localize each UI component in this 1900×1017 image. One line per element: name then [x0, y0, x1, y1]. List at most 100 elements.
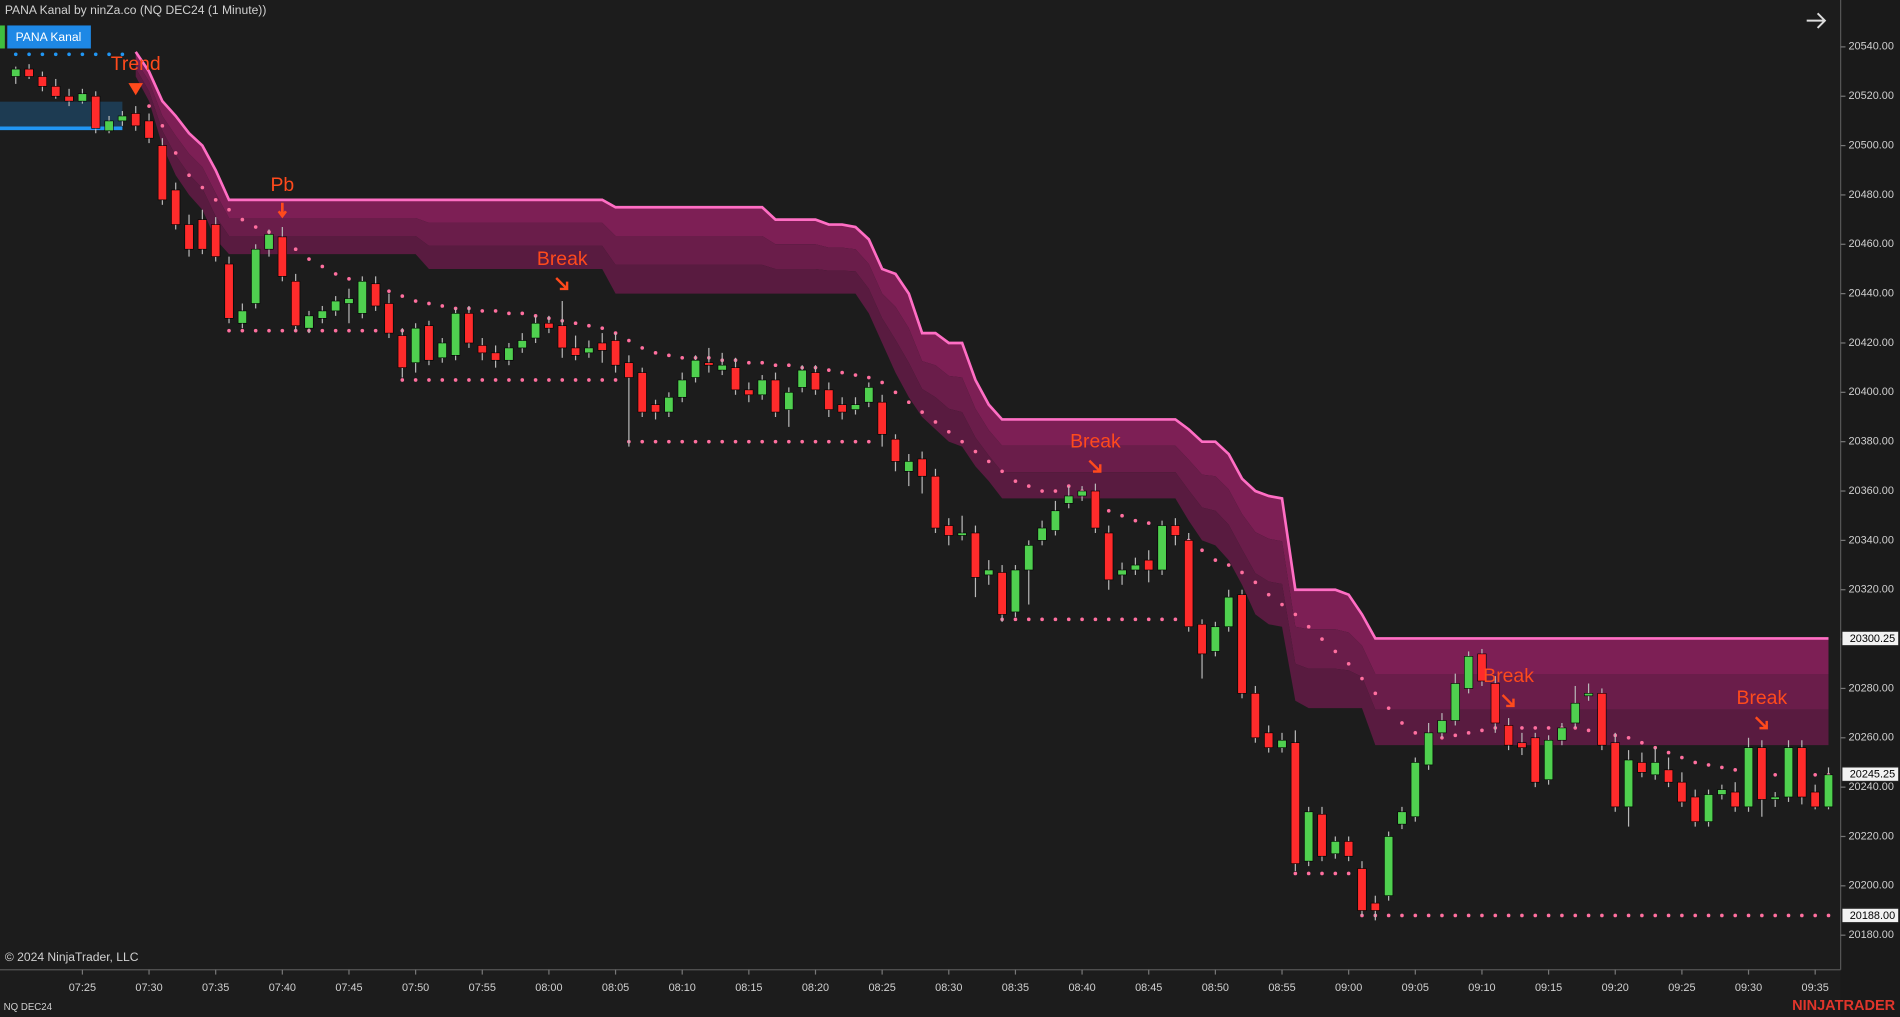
- candle-body: [557, 325, 567, 349]
- level-dot: [613, 378, 618, 382]
- stop-dot: [640, 346, 645, 350]
- level-dot: [1333, 871, 1338, 876]
- candle-body: [1077, 490, 1087, 497]
- stop-dot: [1520, 726, 1524, 730]
- candle-body: [1250, 693, 1260, 739]
- indicator-button-label[interactable]: PANA Kanal: [16, 30, 82, 44]
- candle-body: [1650, 762, 1660, 776]
- candle-body: [1637, 762, 1647, 773]
- candle-body: [357, 280, 367, 314]
- x-tick-label: 09:30: [1735, 982, 1762, 994]
- candle-body: [717, 364, 727, 371]
- candle-body: [37, 76, 47, 87]
- annotation-label: Break: [1070, 431, 1121, 453]
- candle-body: [1743, 747, 1754, 808]
- candle-body: [877, 401, 887, 435]
- level-dot: [1613, 913, 1618, 918]
- brand-logo: NINJATRADER: [1792, 998, 1896, 1014]
- candle-body: [157, 145, 167, 201]
- stop-dot: [747, 360, 751, 365]
- candle-body: [1117, 569, 1127, 576]
- nav-arrow[interactable]: [1806, 12, 1827, 29]
- candle-body: [1010, 569, 1020, 613]
- stop-dot: [960, 439, 964, 444]
- level-dot: [693, 439, 698, 444]
- candle-body: [1064, 495, 1074, 504]
- stop-dot: [1706, 763, 1711, 767]
- candle-body: [744, 389, 754, 396]
- stop-dot: [1306, 624, 1311, 629]
- candle-body: [730, 367, 741, 391]
- candle-body: [1757, 747, 1767, 800]
- level-dot: [453, 378, 458, 382]
- level-dot: [1480, 913, 1484, 918]
- level-dot: [400, 378, 405, 382]
- stop-dot: [227, 207, 231, 212]
- level-dot: [120, 52, 125, 57]
- candle-body: [1410, 762, 1420, 818]
- candle-body: [1783, 747, 1794, 798]
- level-dot: [1493, 913, 1498, 918]
- candle-body: [1690, 796, 1700, 822]
- candle-body: [64, 95, 74, 102]
- price-marker: [1841, 766, 1900, 783]
- candle-body: [1237, 594, 1247, 694]
- stop-dot: [1413, 731, 1418, 735]
- candle-body: [1584, 693, 1594, 697]
- level-dot: [467, 378, 471, 382]
- candle-body: [1677, 781, 1687, 803]
- stop-dot: [840, 370, 844, 375]
- candle-body: [611, 340, 621, 366]
- candle-body: [1597, 693, 1607, 746]
- level-dot: [67, 52, 71, 57]
- level-dot: [253, 328, 258, 333]
- candle-body: [331, 300, 341, 312]
- x-tick-label: 07:25: [69, 982, 96, 994]
- candle-body: [304, 315, 314, 329]
- stop-dot: [187, 173, 191, 178]
- stop-dot: [1586, 728, 1591, 733]
- y-tick-label: 20500.00: [1849, 139, 1894, 151]
- stop-dot: [1226, 563, 1231, 567]
- level-dot: [507, 378, 511, 382]
- stop-dot: [667, 353, 671, 358]
- stop-dot: [1346, 661, 1351, 666]
- candle-body: [1557, 727, 1567, 741]
- stop-dot: [1360, 676, 1364, 681]
- x-tick-label: 08:45: [1135, 982, 1162, 994]
- upper-line: [134, 51, 1829, 640]
- stop-dot: [1213, 558, 1218, 562]
- x-tick-label: 08:15: [735, 982, 762, 994]
- stop-dot: [1120, 513, 1124, 518]
- level-dot: [720, 439, 725, 444]
- level-dot: [1733, 913, 1738, 918]
- stop-dot: [787, 363, 791, 368]
- stop-dot: [147, 104, 151, 108]
- y-tick-label: 20480.00: [1849, 189, 1894, 201]
- stop-dot: [1133, 518, 1138, 523]
- candle-body: [770, 379, 781, 413]
- x-tick-label: 09:20: [1602, 982, 1629, 994]
- level-dot: [1826, 913, 1831, 918]
- level-dot: [1573, 913, 1578, 918]
- annotation-label: Break: [1483, 665, 1534, 687]
- y-tick-label: 20240.00: [1849, 781, 1894, 793]
- candle-body: [1090, 490, 1100, 529]
- indicator-button[interactable]: [7, 25, 91, 49]
- candle-body: [1624, 759, 1634, 808]
- candle-body: [1184, 540, 1194, 628]
- candle-body: [970, 532, 980, 578]
- stop-dot: [1733, 768, 1738, 772]
- level-dot: [1426, 913, 1431, 918]
- annotation-label: Break: [1737, 687, 1788, 709]
- x-tick-label: 08:50: [1202, 982, 1229, 994]
- level-dot: [800, 439, 804, 444]
- candle-body: [24, 68, 34, 77]
- candle-body: [651, 404, 661, 413]
- stop-dot: [520, 311, 525, 316]
- stop-dot: [773, 363, 778, 368]
- candle-body: [1397, 811, 1407, 825]
- level-dot: [333, 328, 338, 333]
- candle-body: [584, 347, 594, 354]
